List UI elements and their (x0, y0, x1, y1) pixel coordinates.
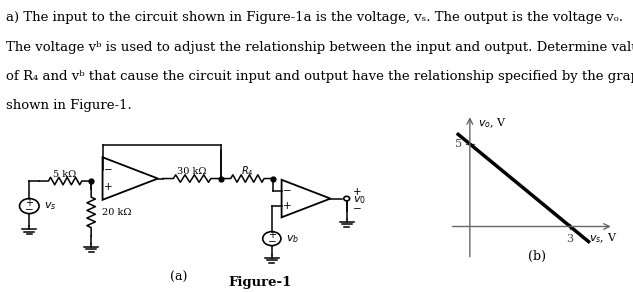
Text: +: + (104, 182, 113, 192)
Text: 5 kΩ: 5 kΩ (53, 170, 77, 178)
Text: −: − (104, 165, 113, 175)
Text: $v_0$: $v_0$ (353, 194, 366, 206)
Text: (a): (a) (170, 271, 188, 284)
Text: 5: 5 (455, 139, 463, 149)
Text: +: + (268, 230, 276, 240)
Text: 20 kΩ: 20 kΩ (101, 208, 131, 217)
Text: Figure-1: Figure-1 (229, 276, 292, 289)
Text: 3: 3 (567, 234, 573, 244)
Text: $v_b$: $v_b$ (286, 233, 299, 244)
Text: The voltage vᵇ is used to adjust the relationship between the input and output. : The voltage vᵇ is used to adjust the rel… (6, 41, 633, 53)
Text: 30 kΩ: 30 kΩ (177, 167, 207, 176)
Text: $R_4$: $R_4$ (241, 165, 254, 178)
Text: (b): (b) (528, 250, 546, 263)
Text: a) The input to the circuit shown in Figure-1a is the voltage, vₛ. The output is: a) The input to the circuit shown in Fig… (6, 11, 624, 24)
Text: shown in Figure-1.: shown in Figure-1. (6, 99, 132, 112)
Text: +: + (283, 201, 292, 211)
Text: +: + (25, 198, 34, 208)
Text: −: − (25, 205, 34, 215)
Text: +: + (353, 187, 362, 197)
Text: $v_o$, V: $v_o$, V (478, 116, 507, 130)
Text: −: − (268, 237, 276, 247)
Text: $v_s$: $v_s$ (44, 200, 56, 212)
Text: −: − (283, 186, 292, 196)
Text: $v_s$, V: $v_s$, V (589, 232, 617, 245)
Text: −: − (353, 204, 362, 213)
Text: of R₄ and vᵇ that cause the circuit input and output have the relationship speci: of R₄ and vᵇ that cause the circuit inpu… (6, 70, 633, 83)
